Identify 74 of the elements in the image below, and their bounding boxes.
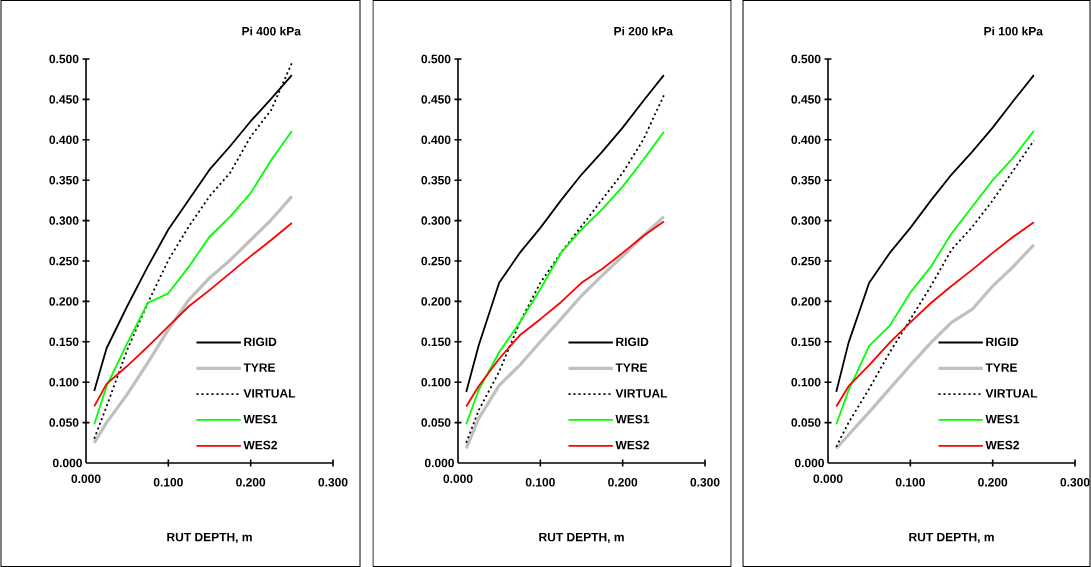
- legend-label: WES2: [243, 440, 277, 450]
- y-tick-label: 0.450: [791, 95, 821, 104]
- y-tick-label: 0.000: [424, 458, 454, 468]
- y-tick-label: 0.150: [49, 337, 79, 347]
- x-tick-label: 0.200: [608, 478, 638, 487]
- y-tick-label: 0.500: [791, 54, 821, 64]
- y-tick-label: 0.500: [49, 54, 79, 64]
- legend-label: RIGID: [986, 337, 1019, 347]
- x-tick-label: 0.000: [71, 474, 101, 484]
- y-tick-label: 0.350: [49, 175, 79, 185]
- y-tick-label: 0.000: [52, 458, 82, 468]
- y-tick-label: 0.100: [791, 377, 821, 387]
- legend-label: TYRE: [985, 363, 1018, 372]
- line-series: [93, 222, 293, 408]
- line-series: [464, 214, 666, 451]
- legend-label: WES1: [615, 414, 650, 424]
- chart-title: Pi 400 kPa: [242, 26, 301, 36]
- x-tick-label: 0.300: [318, 478, 348, 487]
- y-tick-label: 0.250: [49, 256, 79, 266]
- y-tick-label: 0.300: [791, 216, 821, 225]
- line-series: [93, 62, 293, 440]
- x-tick-label: 0.100: [525, 478, 555, 487]
- chart-title: Pi 200 kPa: [614, 26, 673, 36]
- x-tick-label: 0.100: [895, 478, 925, 487]
- x-tick-label: 0.200: [978, 478, 1008, 487]
- y-tick-label: 0.350: [421, 175, 451, 185]
- legend-label: WES1: [243, 414, 278, 424]
- y-tick-label: 0.250: [791, 256, 821, 266]
- y-tick-label: 0.150: [421, 337, 451, 347]
- x-tick-label: 0.300: [690, 478, 720, 487]
- y-tick-label: 0.450: [421, 95, 451, 104]
- legend-label: TYRE: [243, 363, 275, 372]
- legend-label: VIRTUAL: [615, 389, 668, 398]
- y-tick-label: 0.400: [421, 135, 451, 145]
- x-axis-title: RUT DEPTH, m: [909, 532, 994, 544]
- x-tick-label: 0.300: [1060, 478, 1090, 487]
- y-tick-label: 0.050: [791, 418, 821, 427]
- y-tick-label: 0.100: [49, 377, 79, 387]
- y-tick-label: 0.350: [791, 175, 821, 185]
- line-series: [93, 130, 293, 426]
- y-tick-label: 0.400: [791, 135, 821, 145]
- x-axis-title: RUT DEPTH, m: [167, 532, 252, 544]
- x-tick-label: 0.000: [443, 474, 473, 484]
- chart-title: Pi 100 kPa: [984, 26, 1044, 36]
- y-tick-label: 0.250: [421, 256, 451, 266]
- y-tick-label: 0.050: [49, 418, 79, 427]
- x-tick-label: 0.000: [813, 474, 843, 484]
- legend-label: VIRTUAL: [243, 389, 296, 398]
- line-series: [835, 221, 1035, 408]
- line-series: [834, 243, 1036, 451]
- y-tick-label: 0.450: [49, 95, 79, 104]
- legend-label: RIGID: [616, 337, 649, 347]
- legend-label: WES2: [985, 440, 1020, 450]
- y-tick-label: 0.050: [421, 418, 451, 427]
- legend-label: TYRE: [615, 363, 647, 372]
- x-tick-label: 0.200: [236, 478, 266, 487]
- legend-label: VIRTUAL: [985, 389, 1038, 398]
- y-tick-label: 0.200: [421, 297, 451, 306]
- line-series: [465, 220, 665, 408]
- y-tick-label: 0.500: [421, 54, 451, 64]
- x-tick-label: 0.100: [153, 478, 183, 487]
- y-tick-label: 0.150: [791, 337, 821, 347]
- x-axis-title: RUT DEPTH, m: [539, 532, 624, 544]
- y-tick-label: 0.400: [49, 135, 79, 145]
- y-tick-label: 0.200: [791, 297, 821, 306]
- y-tick-label: 0.100: [421, 377, 451, 387]
- line-series: [465, 130, 665, 426]
- y-tick-label: 0.300: [49, 216, 79, 225]
- y-tick-label: 0.200: [49, 297, 79, 306]
- y-tick-label: 0.300: [421, 216, 451, 225]
- y-tick-label: 0.000: [794, 458, 824, 468]
- legend-label: WES2: [615, 440, 650, 450]
- legend-label: RIGID: [244, 337, 277, 347]
- legend-label: WES1: [985, 414, 1020, 424]
